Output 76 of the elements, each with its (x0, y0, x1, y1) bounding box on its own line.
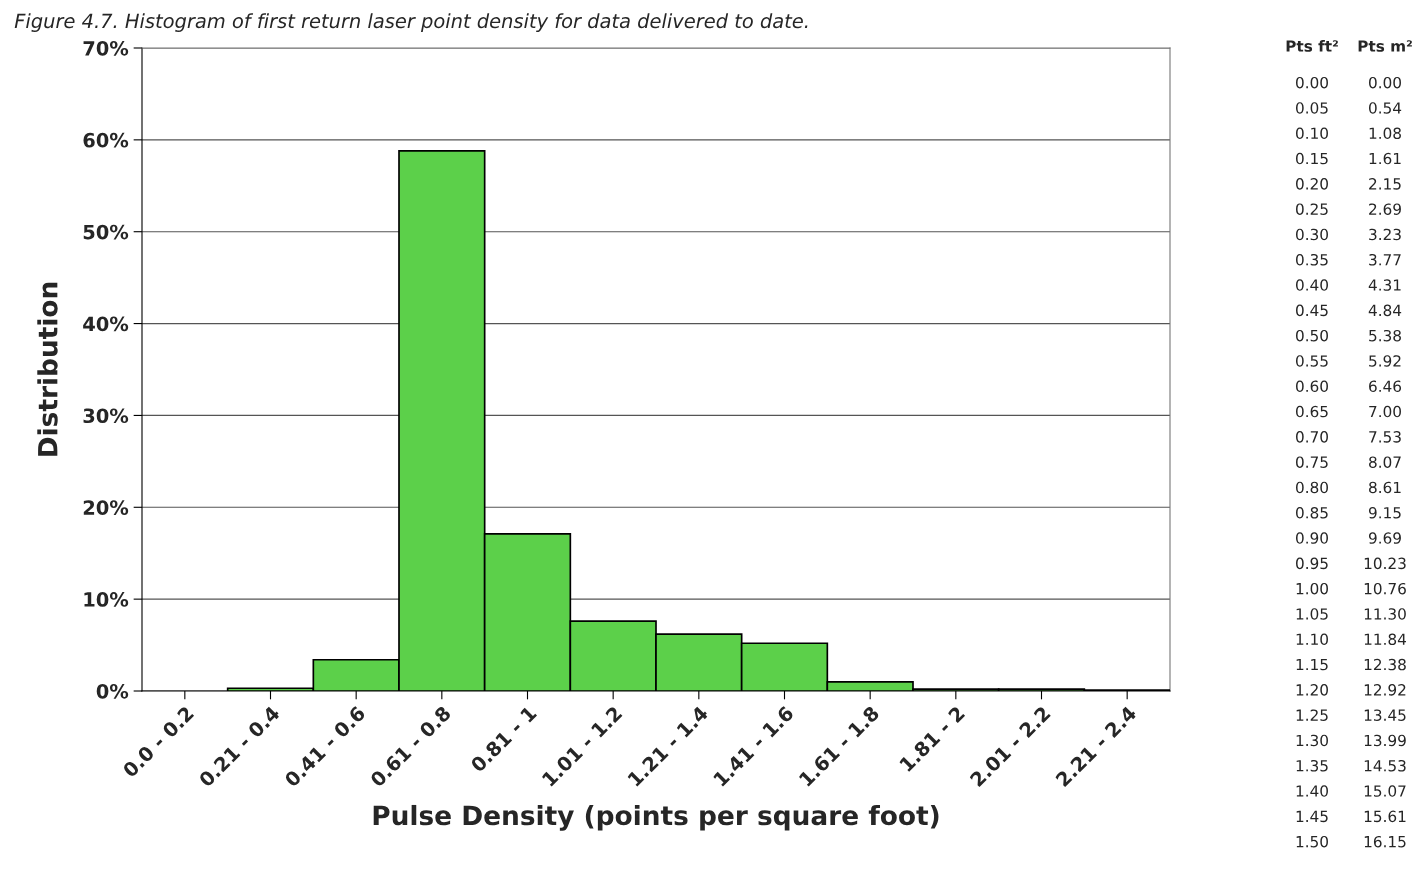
text: 0.65 (1296, 405, 1328, 418)
text: 11.30 (1364, 608, 1406, 620)
text: 15.07 (1364, 785, 1406, 797)
text: 11.84 (1364, 633, 1407, 646)
text: 1.08 (1369, 127, 1401, 140)
text: 0.90 (1296, 532, 1328, 544)
text: 1.00 (1296, 582, 1328, 595)
y-tick-label: 30% (83, 408, 129, 424)
y-tick-label: 0% (96, 683, 129, 699)
text: 1.50 (1296, 835, 1328, 848)
text: 12.92 (1364, 684, 1406, 696)
text: 0.95 (1296, 557, 1328, 570)
text: 0.05 (1296, 102, 1328, 114)
text: 10.76 (1364, 582, 1406, 595)
text: Pts m² (1358, 40, 1412, 52)
text: 1.10 (1296, 633, 1328, 646)
text: 15.61 (1364, 810, 1406, 823)
text: 0.35 (1296, 253, 1328, 266)
text: 1.35 (1296, 759, 1328, 772)
text: 1.45 (1296, 810, 1328, 823)
text: 1.15 (1296, 658, 1328, 671)
text: 8.07 (1369, 456, 1401, 468)
text: 10.23 (1364, 557, 1406, 570)
text: 7.00 (1369, 405, 1401, 418)
text: 1.25 (1296, 709, 1328, 721)
y-tick-label: 10% (84, 592, 129, 607)
x-axis-title: Pulse Density (points per square foot) (373, 804, 939, 831)
text: 5.38 (1369, 329, 1401, 342)
text: 12.38 (1364, 658, 1406, 671)
text: 0.54 (1369, 102, 1402, 114)
y-tick-label: 50% (83, 224, 129, 240)
text: 1.30 (1296, 734, 1328, 747)
text: 2.15 (1369, 178, 1401, 190)
text: 1.40 (1296, 785, 1328, 797)
text: 0.15 (1296, 152, 1328, 165)
text: 4.84 (1368, 304, 1402, 317)
text: 9.69 (1368, 532, 1401, 544)
text: 5.92 (1369, 355, 1401, 367)
chart-title: Figure 4.7. Histogram of first return laser point density for data delivered to date. (14, 13, 808, 32)
y-tick-label: 70% (83, 40, 129, 56)
text: 0.40 (1296, 279, 1328, 291)
y-tick-label: 20% (83, 500, 129, 515)
text: 4.31 (1368, 279, 1401, 291)
text: Pts ft² (1286, 40, 1338, 52)
x-tick-label: 0.0 - 0.2 (121, 705, 195, 779)
text: 0.75 (1296, 456, 1328, 468)
text: 14.53 (1364, 759, 1406, 772)
text: 0.00 (1369, 76, 1401, 89)
text: 9.15 (1368, 506, 1401, 519)
text: 0.10 (1296, 127, 1328, 140)
text: 0.60 (1296, 380, 1328, 393)
text: 13.99 (1364, 734, 1406, 747)
text: 1.20 (1296, 684, 1328, 696)
text: 3.23 (1369, 228, 1401, 241)
text: 0.25 (1296, 203, 1328, 215)
y-tick-label: 40% (83, 316, 129, 332)
text: 6.46 (1369, 380, 1402, 393)
text: 3.77 (1369, 253, 1401, 266)
y-axis-title: Distribution (37, 282, 58, 456)
text: 0.00 (1296, 76, 1328, 89)
text: 16.15 (1364, 835, 1406, 848)
text: 0.20 (1296, 178, 1328, 190)
text: 13.45 (1364, 709, 1406, 721)
text: 2.69 (1369, 203, 1401, 215)
text: 0.45 (1296, 304, 1328, 317)
text: 0.30 (1296, 228, 1328, 241)
text: 0.70 (1296, 431, 1328, 443)
y-tick-label: 60% (83, 132, 129, 148)
text: 1.61 (1369, 152, 1401, 165)
text: 7.53 (1369, 431, 1401, 443)
text: 0.50 (1296, 329, 1328, 342)
text: 0.80 (1296, 481, 1328, 494)
text: 8.61 (1369, 481, 1401, 494)
text: 1.05 (1296, 608, 1328, 620)
text: 0.85 (1296, 506, 1328, 519)
text: 0.55 (1296, 355, 1328, 367)
